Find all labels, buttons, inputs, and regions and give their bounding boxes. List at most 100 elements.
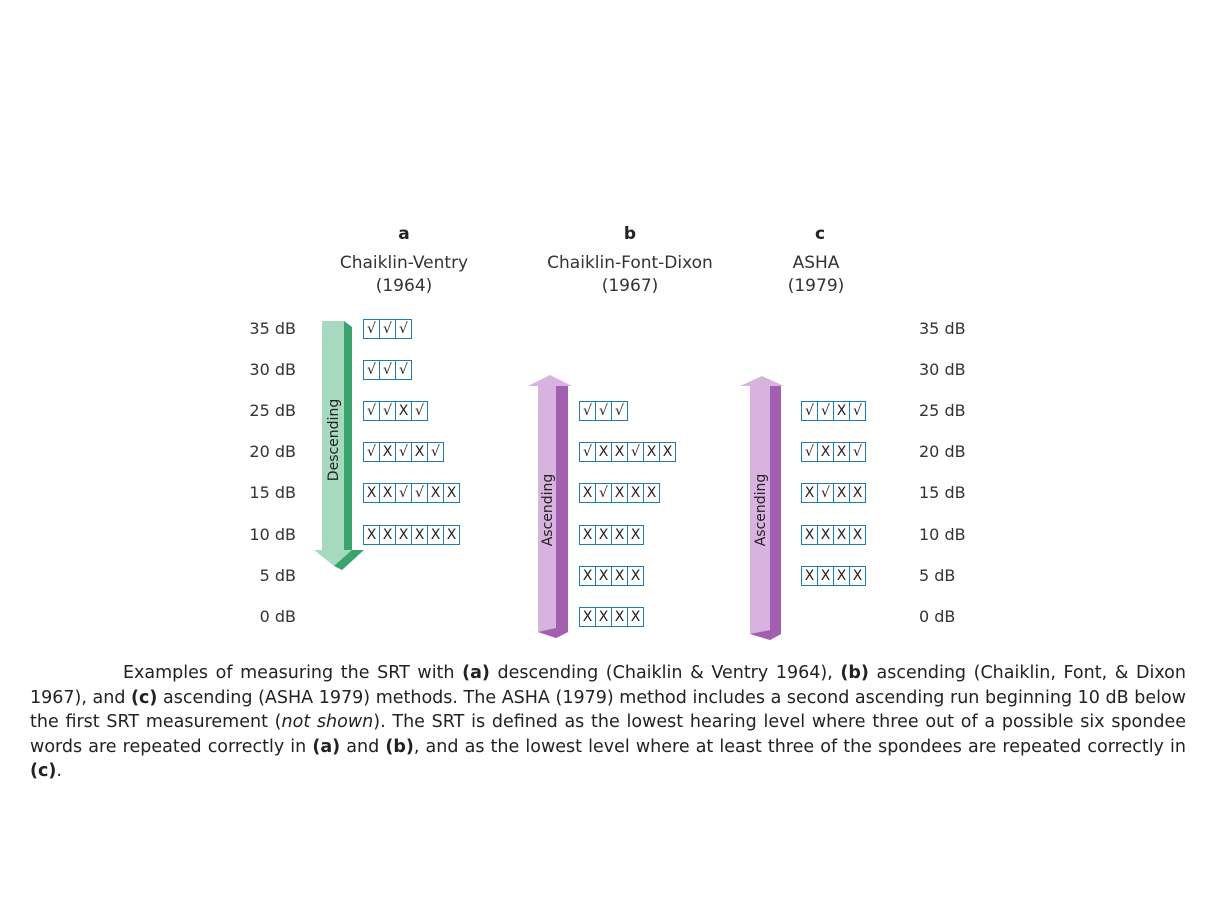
incorrect-mark: X	[595, 607, 612, 627]
correct-mark: √	[849, 442, 866, 462]
correct-mark: √	[379, 401, 396, 421]
panel-a-title: Chaiklin-Ventry	[339, 253, 469, 273]
correct-mark: √	[363, 319, 380, 339]
panel-a-year: (1964)	[375, 276, 433, 296]
incorrect-mark: X	[579, 607, 596, 627]
incorrect-mark: X	[443, 525, 460, 545]
response-row: √ X X √ X X	[579, 442, 676, 462]
correct-mark: √	[411, 401, 428, 421]
correct-mark: √	[395, 442, 412, 462]
correct-mark: √	[627, 442, 644, 462]
right-level-label: 5 dB	[919, 566, 956, 585]
incorrect-mark: X	[643, 442, 660, 462]
descending-label-a: Descending	[326, 399, 342, 481]
incorrect-mark: X	[411, 525, 428, 545]
right-level-label: 0 dB	[919, 607, 956, 626]
response-row: X X √ √ X X	[363, 483, 460, 503]
left-level-label: 30 dB	[249, 360, 296, 379]
panel-c-title: ASHA	[792, 253, 840, 273]
right-level-label: 30 dB	[919, 360, 966, 379]
incorrect-mark: X	[611, 525, 628, 545]
panel-b-year: (1967)	[601, 276, 659, 296]
incorrect-mark: X	[579, 566, 596, 586]
incorrect-mark: X	[379, 442, 396, 462]
caption-text: .	[56, 761, 62, 781]
incorrect-mark: X	[801, 525, 818, 545]
incorrect-mark: X	[659, 442, 676, 462]
incorrect-mark: X	[427, 525, 444, 545]
ascending-arrow-c	[740, 376, 784, 640]
correct-mark: √	[595, 483, 612, 503]
left-level-label: 0 dB	[259, 607, 296, 626]
response-row: X √ X X X	[579, 483, 660, 503]
left-level-label: 10 dB	[249, 525, 296, 544]
caption-ref-b: (b)	[385, 736, 414, 757]
response-row: √ √ X √	[363, 401, 428, 421]
left-level-label: 25 dB	[249, 401, 296, 420]
incorrect-mark: X	[611, 566, 628, 586]
incorrect-mark: X	[363, 525, 380, 545]
incorrect-mark: X	[849, 525, 866, 545]
incorrect-mark: X	[833, 525, 850, 545]
correct-mark: √	[611, 401, 628, 421]
response-row: √ √ √	[363, 360, 412, 380]
incorrect-mark: X	[627, 566, 644, 586]
response-row: √ √ √	[363, 319, 412, 339]
incorrect-mark: X	[833, 401, 850, 421]
right-level-label: 25 dB	[919, 401, 966, 420]
response-row: √ √ X √	[801, 401, 866, 421]
incorrect-mark: X	[611, 483, 628, 503]
left-level-label: 15 dB	[249, 483, 296, 502]
panel-c-letter: c	[814, 224, 826, 244]
panel-b-letter: b	[623, 224, 637, 244]
right-level-label: 20 dB	[919, 442, 966, 461]
correct-mark: √	[379, 360, 396, 380]
response-row: X √ X X	[801, 483, 866, 503]
right-level-label: 10 dB	[919, 525, 966, 544]
right-level-label: 35 dB	[919, 319, 966, 338]
response-row: √ X √ X √	[363, 442, 444, 462]
incorrect-mark: X	[611, 442, 628, 462]
incorrect-mark: X	[379, 483, 396, 503]
incorrect-mark: X	[801, 566, 818, 586]
left-level-label: 5 dB	[259, 566, 296, 585]
correct-mark: √	[817, 483, 834, 503]
left-level-label: 35 dB	[249, 319, 296, 338]
correct-mark: √	[363, 360, 380, 380]
incorrect-mark: X	[363, 483, 380, 503]
incorrect-mark: X	[849, 566, 866, 586]
incorrect-mark: X	[643, 483, 660, 503]
caption-ref-b: (b)	[840, 663, 869, 683]
incorrect-mark: X	[627, 525, 644, 545]
incorrect-mark: X	[627, 483, 644, 503]
caption-text: , and as the lowest level where at least…	[413, 736, 1186, 757]
incorrect-mark: X	[427, 483, 444, 503]
right-level-label: 15 dB	[919, 483, 966, 502]
caption-text: and	[340, 736, 386, 757]
incorrect-mark: X	[395, 525, 412, 545]
caption-text: ascending (Chaiklin, Font, & Dixon 1967)…	[30, 663, 1186, 708]
incorrect-mark: X	[833, 483, 850, 503]
caption-ref-c: (c)	[30, 761, 57, 781]
correct-mark: √	[379, 319, 396, 339]
correct-mark: √	[427, 442, 444, 462]
arrows-layer: Descending Ascending Ascending	[314, 321, 784, 640]
incorrect-mark: X	[443, 483, 460, 503]
ascending-label-c: Ascending	[753, 474, 769, 547]
caption-text: descending (Chaiklin & Ventry 1964),	[489, 663, 841, 683]
correct-mark: √	[579, 442, 596, 462]
descending-arrow-a	[314, 321, 364, 570]
response-row: √ √ √	[579, 401, 628, 421]
caption-ref-a: (a)	[462, 663, 490, 683]
caption-ref-a: (a)	[312, 736, 341, 757]
incorrect-mark: X	[411, 442, 428, 462]
incorrect-mark: X	[579, 525, 596, 545]
correct-mark: √	[395, 360, 412, 380]
correct-mark: √	[801, 401, 818, 421]
correct-mark: √	[395, 483, 412, 503]
